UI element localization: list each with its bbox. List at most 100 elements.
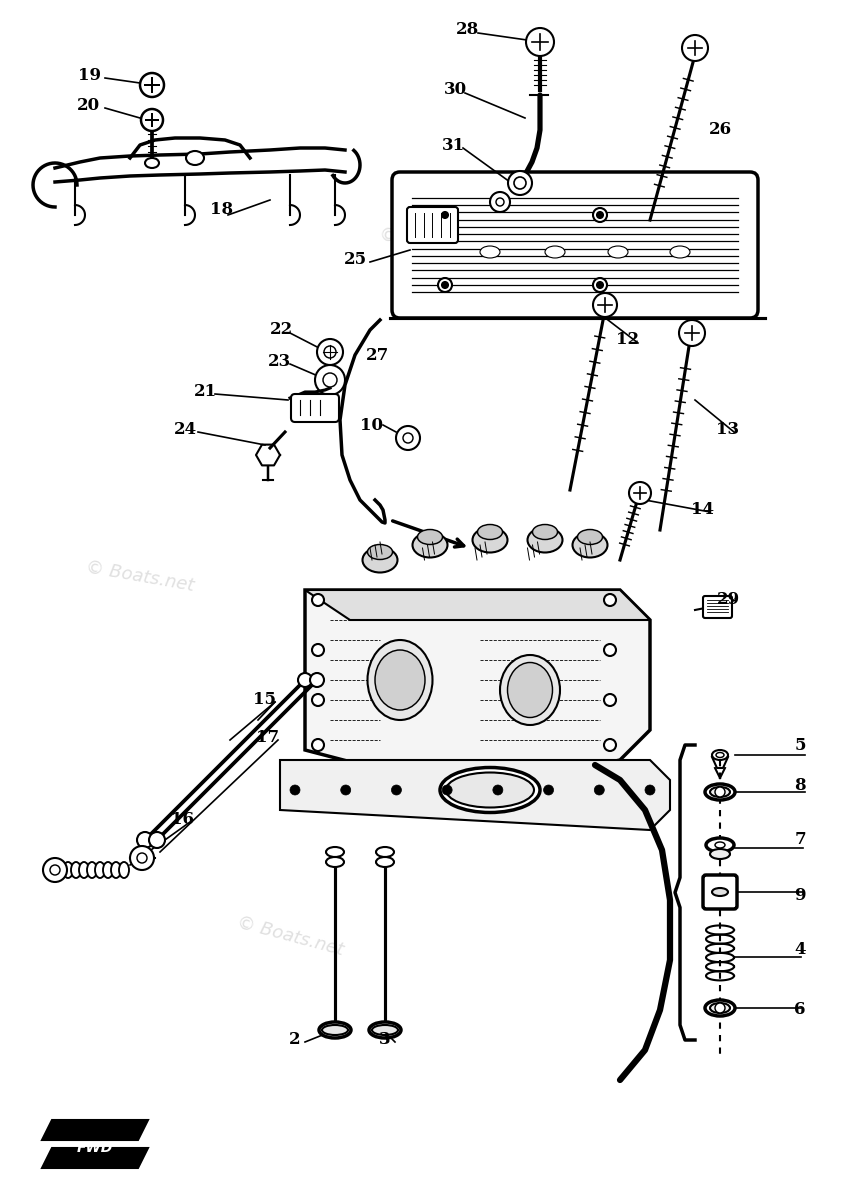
Circle shape <box>604 694 616 706</box>
Circle shape <box>403 433 413 443</box>
Ellipse shape <box>527 528 563 552</box>
Ellipse shape <box>712 750 728 760</box>
Circle shape <box>629 482 651 504</box>
Circle shape <box>324 346 336 358</box>
Text: 22: 22 <box>270 322 294 338</box>
Circle shape <box>715 1003 725 1013</box>
Text: 31: 31 <box>442 137 464 154</box>
Ellipse shape <box>372 1025 398 1034</box>
Circle shape <box>290 785 300 794</box>
Polygon shape <box>42 1120 148 1140</box>
Ellipse shape <box>710 1003 730 1013</box>
Ellipse shape <box>376 847 394 857</box>
Ellipse shape <box>712 888 728 896</box>
Text: 7: 7 <box>794 832 806 848</box>
Text: 9: 9 <box>794 887 806 904</box>
Polygon shape <box>42 1148 148 1168</box>
Ellipse shape <box>507 662 553 718</box>
Ellipse shape <box>417 529 442 545</box>
Ellipse shape <box>473 528 507 552</box>
Ellipse shape <box>103 862 113 878</box>
Ellipse shape <box>319 1022 351 1038</box>
Text: © Boats.net: © Boats.net <box>378 227 489 253</box>
Circle shape <box>679 320 705 346</box>
FancyBboxPatch shape <box>407 206 458 242</box>
Circle shape <box>438 278 452 292</box>
Circle shape <box>438 208 452 222</box>
Circle shape <box>137 832 153 848</box>
Circle shape <box>312 644 324 656</box>
Ellipse shape <box>715 842 725 848</box>
Ellipse shape <box>326 857 344 866</box>
Circle shape <box>315 365 345 395</box>
Text: 25: 25 <box>343 252 367 269</box>
Circle shape <box>141 109 163 131</box>
Polygon shape <box>305 590 650 780</box>
Ellipse shape <box>478 524 503 540</box>
Ellipse shape <box>440 768 540 812</box>
Circle shape <box>298 673 312 686</box>
Text: © Boats.net: © Boats.net <box>463 726 574 762</box>
Ellipse shape <box>608 246 628 258</box>
Ellipse shape <box>710 850 730 859</box>
Polygon shape <box>305 590 650 620</box>
Ellipse shape <box>446 773 534 808</box>
Text: 24: 24 <box>173 421 197 438</box>
Circle shape <box>508 170 532 194</box>
Text: 29: 29 <box>717 592 739 608</box>
Text: 3: 3 <box>379 1032 391 1049</box>
Text: 28: 28 <box>457 22 479 38</box>
Text: 6: 6 <box>794 1002 806 1019</box>
Circle shape <box>442 785 452 794</box>
Circle shape <box>140 73 164 97</box>
Circle shape <box>490 192 510 212</box>
Circle shape <box>312 739 324 751</box>
Ellipse shape <box>186 151 204 164</box>
Text: 14: 14 <box>691 502 715 518</box>
Ellipse shape <box>578 529 602 545</box>
Text: FWD: FWD <box>77 1141 114 1154</box>
Circle shape <box>593 208 607 222</box>
Text: 4: 4 <box>794 942 806 959</box>
Text: 27: 27 <box>367 347 389 364</box>
Circle shape <box>514 176 526 188</box>
Circle shape <box>442 212 448 218</box>
Text: 18: 18 <box>210 202 234 218</box>
Circle shape <box>597 282 603 288</box>
Ellipse shape <box>95 862 105 878</box>
Text: 30: 30 <box>443 82 467 98</box>
Ellipse shape <box>375 650 425 710</box>
Text: 23: 23 <box>268 354 292 371</box>
Ellipse shape <box>710 787 730 797</box>
Circle shape <box>593 278 607 292</box>
Ellipse shape <box>573 533 607 558</box>
Circle shape <box>149 832 165 848</box>
Circle shape <box>50 865 60 875</box>
Circle shape <box>604 594 616 606</box>
Ellipse shape <box>71 862 81 878</box>
Ellipse shape <box>706 838 734 852</box>
Circle shape <box>604 739 616 751</box>
Ellipse shape <box>670 246 690 258</box>
FancyBboxPatch shape <box>703 875 737 910</box>
Text: 20: 20 <box>77 96 99 114</box>
Circle shape <box>526 28 554 56</box>
Circle shape <box>137 853 147 863</box>
Ellipse shape <box>119 862 129 878</box>
Ellipse shape <box>480 246 500 258</box>
Ellipse shape <box>500 655 560 725</box>
Ellipse shape <box>412 533 447 558</box>
Ellipse shape <box>716 752 724 757</box>
Ellipse shape <box>145 158 159 168</box>
Text: 17: 17 <box>257 730 279 746</box>
Text: 10: 10 <box>361 416 383 433</box>
Circle shape <box>310 673 324 686</box>
Ellipse shape <box>322 1025 348 1034</box>
Ellipse shape <box>532 524 558 540</box>
FancyBboxPatch shape <box>392 172 758 318</box>
Circle shape <box>341 785 351 794</box>
Text: 8: 8 <box>794 776 806 793</box>
Ellipse shape <box>705 1000 735 1016</box>
Text: 15: 15 <box>253 691 277 708</box>
Ellipse shape <box>368 545 393 559</box>
